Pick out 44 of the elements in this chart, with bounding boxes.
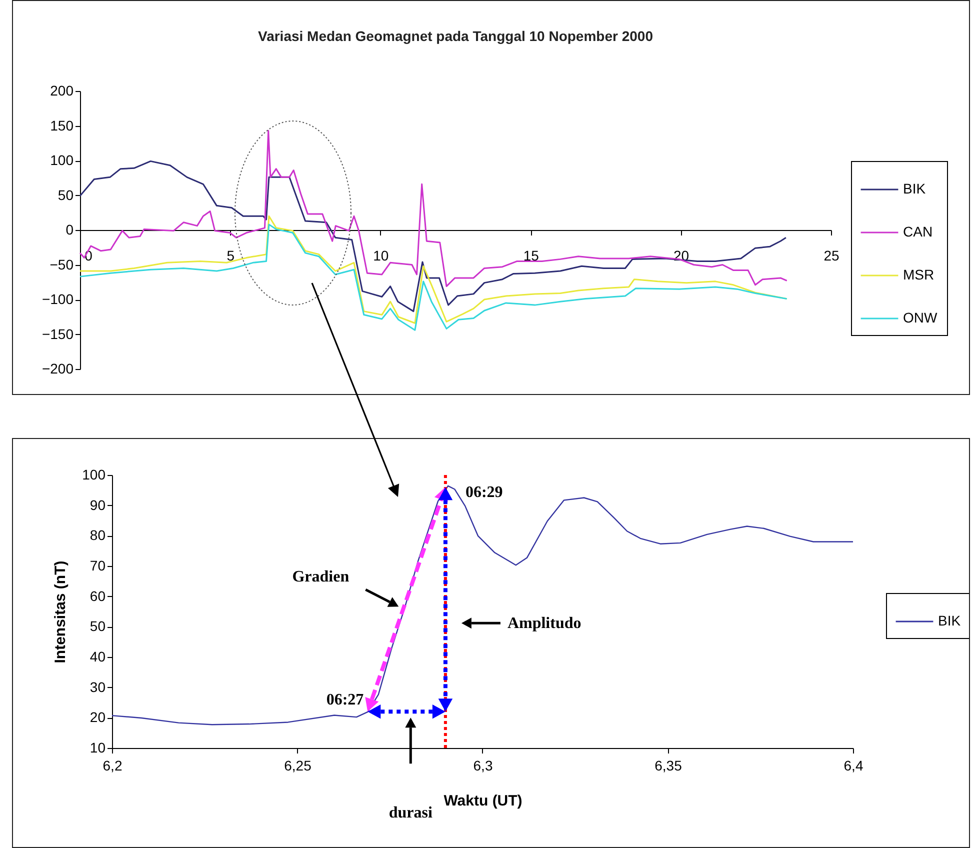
y-tick-label: 90 [90, 496, 106, 513]
y-tick-label: 40 [90, 648, 106, 664]
y-tick-label: 70 [90, 558, 106, 574]
annotation: 06:29 [465, 484, 503, 502]
y-tick-label: 30 [90, 678, 106, 695]
x-tick-label: 6,3 [473, 758, 493, 774]
y-tick-label: 20 [90, 709, 106, 726]
legend-label: MSR [903, 266, 934, 282]
y-tick-label: −150 [42, 326, 74, 342]
line-series [79, 130, 788, 288]
legend-label: BIK [903, 180, 926, 196]
x-tick-label: 6,35 [654, 758, 682, 774]
line-series [111, 485, 854, 726]
y-axis-title: Intensitas (nT) [52, 560, 70, 664]
legend-label: ONW [903, 310, 938, 326]
y-tick-label: 80 [90, 527, 106, 544]
chart-title: Variasi Medan Geomagnet pada Tanggal 10 Nopember 2000 [258, 28, 654, 44]
legend-label: CAN [903, 224, 933, 240]
y-tick-label: −100 [42, 291, 74, 307]
y-tick-label: 60 [90, 588, 106, 604]
x-tick-label: 6,2 [102, 758, 122, 774]
y-tick-label: −50 [50, 256, 74, 272]
y-tick-label: 100 [82, 466, 106, 482]
y-tick-label: 50 [58, 186, 74, 203]
y-tick-label: 0 [66, 222, 74, 238]
y-tick-label: 200 [50, 82, 74, 98]
annotation: Gradien [292, 568, 350, 586]
x-axis-title: Waktu (UT) [444, 792, 522, 810]
y-tick-label: 10 [90, 740, 106, 756]
annotation: 06:27 [326, 692, 364, 709]
line-series [79, 160, 787, 312]
annotation: Amplitudo [507, 615, 582, 632]
x-tick-label: 10 [373, 248, 389, 264]
y-tick-label: 50 [90, 618, 106, 634]
legend-label: BIK [938, 612, 962, 628]
x-tick-label: 6,4 [844, 758, 864, 774]
x-tick-label: 15 [523, 248, 540, 264]
text: durasi [388, 804, 433, 822]
x-tick-label: 6,25 [284, 758, 312, 774]
y-tick-label: −200 [42, 360, 74, 376]
y-tick-label: 150 [50, 117, 74, 134]
y-tick-label: 100 [50, 152, 74, 168]
x-tick-label: 5 [226, 248, 235, 264]
x-tick-label: 25 [824, 248, 840, 264]
